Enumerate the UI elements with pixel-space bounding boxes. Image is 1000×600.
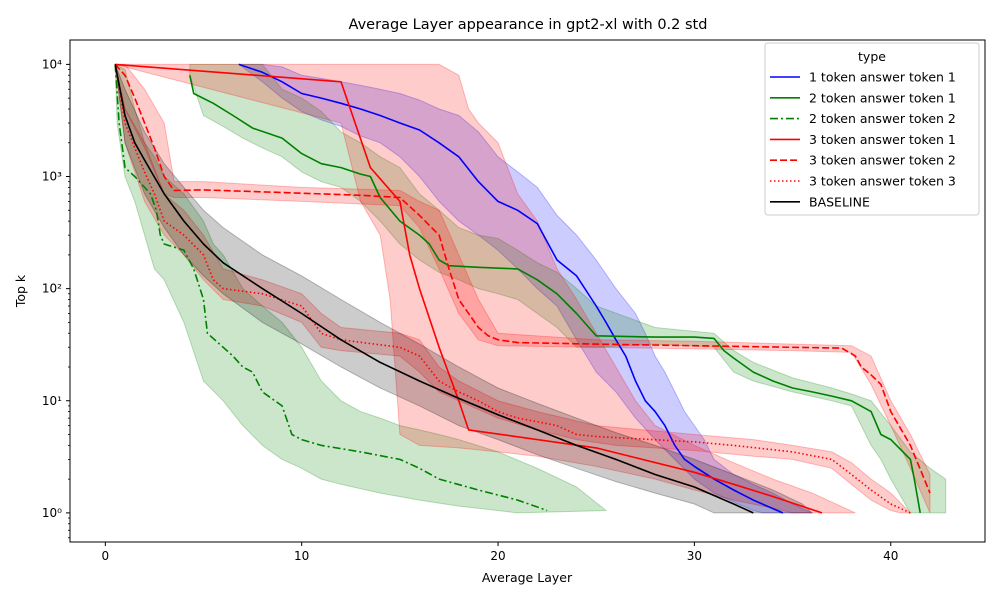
x-tick-label: 0 xyxy=(102,549,110,563)
series-line-baseline xyxy=(114,64,754,514)
y-tick-label: 10¹ xyxy=(42,394,62,408)
y-tick-label: 10² xyxy=(42,282,62,296)
legend-label-3-token-answer-token-2: 3 token answer token 2 xyxy=(809,153,956,168)
band-3-token-answer-token-1 xyxy=(115,63,856,514)
y-tick-label: 10⁰ xyxy=(42,506,62,520)
x-axis-label: Average Layer xyxy=(482,570,573,585)
band-2-token-answer-token-2 xyxy=(114,63,608,514)
band-baseline xyxy=(114,64,814,514)
series-line-3-token-answer-token-1 xyxy=(115,63,823,514)
series-line-2-token-answer-token-1 xyxy=(189,75,921,514)
band-3-token-answer-token-2 xyxy=(114,63,931,514)
series-line-1-token-answer-token-1 xyxy=(238,63,784,514)
legend-label-2-token-answer-token-1: 2 token answer token 1 xyxy=(809,90,956,105)
series-line-3-token-answer-token-3 xyxy=(114,64,911,514)
series-line-3-token-answer-token-2 xyxy=(114,63,931,494)
legend-title: type xyxy=(858,49,886,64)
legend-items: 1 token answer token 1 2 token answer tok… xyxy=(770,70,956,209)
x-tick-label: 30 xyxy=(687,549,702,563)
legend-label-baseline: BASELINE xyxy=(809,194,870,209)
y-tick-label: 10³ xyxy=(42,170,62,184)
legend-label-3-token-answer-token-3: 3 token answer token 3 xyxy=(809,174,956,189)
band-1-token-answer-token-1 xyxy=(237,63,813,514)
y-axis: 10⁰ 10¹ 10² 10³ 10⁴ xyxy=(42,57,70,539)
band-3-token-answer-token-3 xyxy=(114,64,912,514)
legend-label-2-token-answer-token-2: 2 token answer token 2 xyxy=(809,111,956,126)
series-line-2-token-answer-token-2 xyxy=(114,64,548,512)
y-tick-label: 10⁴ xyxy=(42,57,62,71)
x-tick-label: 10 xyxy=(294,549,309,563)
legend-box xyxy=(764,42,980,216)
x-tick-label: 40 xyxy=(883,549,898,563)
legend-label-3-token-answer-token-1: 3 token answer token 1 xyxy=(809,132,956,147)
legend-label-1-token-answer-token-1: 1 token answer token 1 xyxy=(809,70,956,85)
x-tick-label: 20 xyxy=(490,549,505,563)
plot-frame xyxy=(69,39,986,543)
legend: type 1 token answer token 1 2 token answe… xyxy=(764,42,980,216)
y-axis-label: Top k xyxy=(13,274,28,308)
chart-title: Average Layer appearance in gpt2-xl with… xyxy=(349,17,708,33)
x-axis: 0 10 20 30 40 xyxy=(102,542,898,563)
series-lines xyxy=(114,63,931,514)
